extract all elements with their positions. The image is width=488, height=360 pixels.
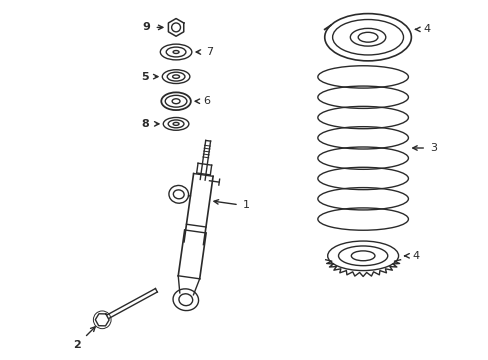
Text: 5: 5 bbox=[141, 72, 148, 82]
Text: 9: 9 bbox=[142, 22, 150, 32]
Text: 7: 7 bbox=[205, 47, 212, 57]
Text: 2: 2 bbox=[73, 339, 81, 350]
Text: 4: 4 bbox=[411, 251, 419, 261]
Text: 4: 4 bbox=[422, 24, 429, 34]
Text: 6: 6 bbox=[203, 96, 210, 106]
Text: 3: 3 bbox=[429, 143, 436, 153]
Text: 1: 1 bbox=[243, 200, 249, 210]
Text: 8: 8 bbox=[142, 119, 149, 129]
